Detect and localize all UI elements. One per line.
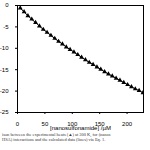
svg-text:-25: -25 [0,109,9,115]
svg-text:200: 200 [122,121,133,127]
svg-text:-20: -20 [0,88,9,94]
svg-text:-5: -5 [3,24,9,30]
svg-text:-10: -10 [0,45,9,51]
svg-text:0: 0 [5,2,9,8]
svg-text:0: 0 [16,121,20,127]
svg-text:50: 50 [42,121,49,127]
html-text:ison between the experimental: ison between the experimental heats (▲) … [2,132,111,137]
svg-text:-15: -15 [0,67,9,73]
svg-text:[nanosulfonamide] /µM: [nanosulfonamide] /µM [50,125,111,131]
html-text:HSA) interactions and the calc: HSA) interactions and the calculated dat… [2,137,106,143]
